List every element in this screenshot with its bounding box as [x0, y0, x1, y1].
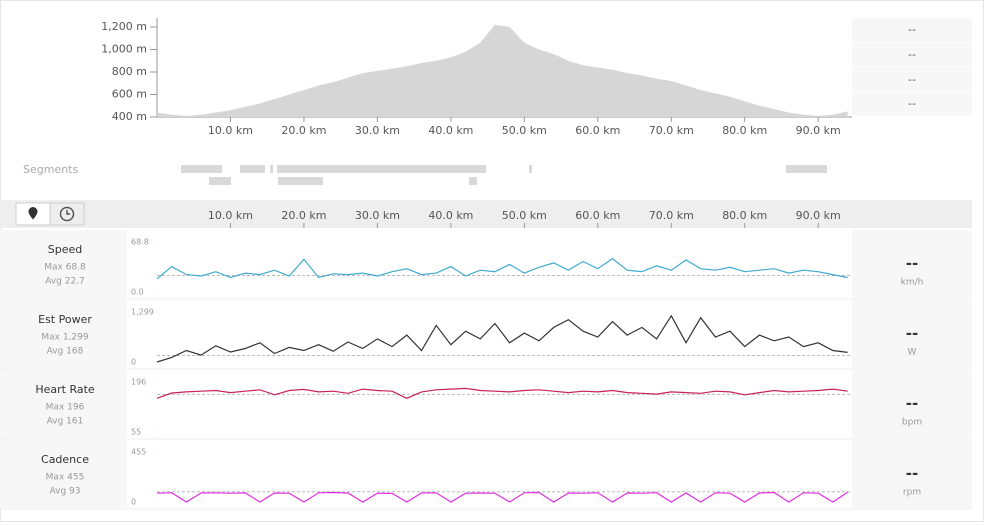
stream-line [156, 314, 848, 363]
x-tick-label: 50.0 km [502, 209, 547, 222]
segment [240, 165, 265, 173]
y-tick-label: 0 [131, 498, 136, 507]
x-tick-label: 40.0 km [428, 124, 473, 137]
y-tick-label: 800 m [112, 65, 147, 78]
x-tick-label: 80.0 km [722, 209, 767, 222]
stream-title: Speed [48, 243, 82, 256]
stream-current: -- [906, 395, 918, 413]
stream-current: -- [906, 465, 918, 483]
x-tick-label: 70.0 km [649, 124, 694, 137]
x-tick-label: 30.0 km [355, 209, 400, 222]
segment [529, 165, 532, 173]
segment [209, 177, 231, 185]
label-cell [0, 440, 127, 508]
x-tick-label: 70.0 km [649, 209, 694, 222]
value-cell [852, 300, 972, 368]
label-cell [0, 230, 127, 298]
y-tick-label: 1,000 m [101, 43, 147, 56]
x-tick-label: 60.0 km [575, 124, 620, 137]
stream-title: Cadence [41, 453, 89, 466]
stream-stat: Max 1,299 [41, 333, 89, 343]
stream-unit: km/h [901, 278, 924, 288]
segment [181, 165, 222, 173]
x-tick-label: 90.0 km [796, 124, 841, 137]
segment [469, 177, 477, 185]
side-value: -- [908, 48, 916, 61]
stream-line [156, 387, 848, 399]
x-tick-label: 20.0 km [281, 124, 326, 137]
stream-stat: Max 196 [46, 403, 85, 413]
y-tick-label: 600 m [112, 88, 147, 101]
segment [786, 165, 827, 173]
y-tick-label: 0 [131, 358, 136, 367]
y-tick-label: 455 [131, 448, 146, 457]
toolbar [0, 200, 972, 228]
segment [278, 177, 323, 185]
stream-current: -- [906, 255, 918, 273]
stream-current: -- [906, 325, 918, 343]
x-tick-label: 80.0 km [722, 124, 767, 137]
value-cell [852, 370, 972, 438]
segments [181, 165, 827, 185]
value-cell [852, 230, 972, 298]
segment [277, 165, 486, 173]
stream-stat: Avg 22.7 [45, 277, 85, 287]
x-tick-label: 90.0 km [796, 209, 841, 222]
x-tick-label: 10.0 km [208, 209, 253, 222]
x-tick-label: 10.0 km [208, 124, 253, 137]
side-value: -- [908, 73, 916, 86]
pin-icon [28, 207, 38, 220]
y-tick-label: 68.8 [131, 238, 149, 247]
segment [270, 165, 273, 173]
side-value: -- [908, 23, 916, 36]
clock-icon [59, 206, 75, 222]
stream-line [156, 491, 848, 503]
y-tick-label: 400 m [112, 110, 147, 123]
label-cell [0, 370, 127, 438]
stream-unit: W [908, 348, 917, 358]
x-tick-label: 40.0 km [428, 209, 473, 222]
stream-title: Est Power [38, 313, 92, 326]
x-tick-label: 60.0 km [575, 209, 620, 222]
segments-label: Segments [23, 163, 79, 176]
elevation-area [157, 24, 848, 117]
clock-hands [66, 210, 70, 215]
stream-title: Heart Rate [35, 383, 95, 396]
y-tick-label: 55 [131, 428, 141, 437]
stream-stat: Avg 161 [47, 417, 84, 427]
side-value: -- [908, 97, 916, 110]
stream-line [156, 257, 848, 280]
stream-stat: Max 455 [46, 473, 85, 483]
x-tick-label: 50.0 km [502, 124, 547, 137]
stream-stat: Max 68.8 [44, 263, 86, 273]
stream-unit: bpm [902, 418, 922, 428]
stream-stat: Avg 93 [50, 487, 81, 497]
y-tick-label: 0.0 [131, 288, 144, 297]
stream-stat: Avg 168 [47, 347, 84, 357]
y-tick-label: 196 [131, 378, 146, 387]
stream-unit: rpm [903, 488, 921, 498]
x-tick-label: 30.0 km [355, 124, 400, 137]
x-tick-label: 20.0 km [281, 209, 326, 222]
label-cell [0, 300, 127, 368]
value-cell [852, 440, 972, 508]
y-tick-label: 1,299 [131, 308, 154, 317]
y-tick-label: 1,200 m [101, 20, 147, 33]
